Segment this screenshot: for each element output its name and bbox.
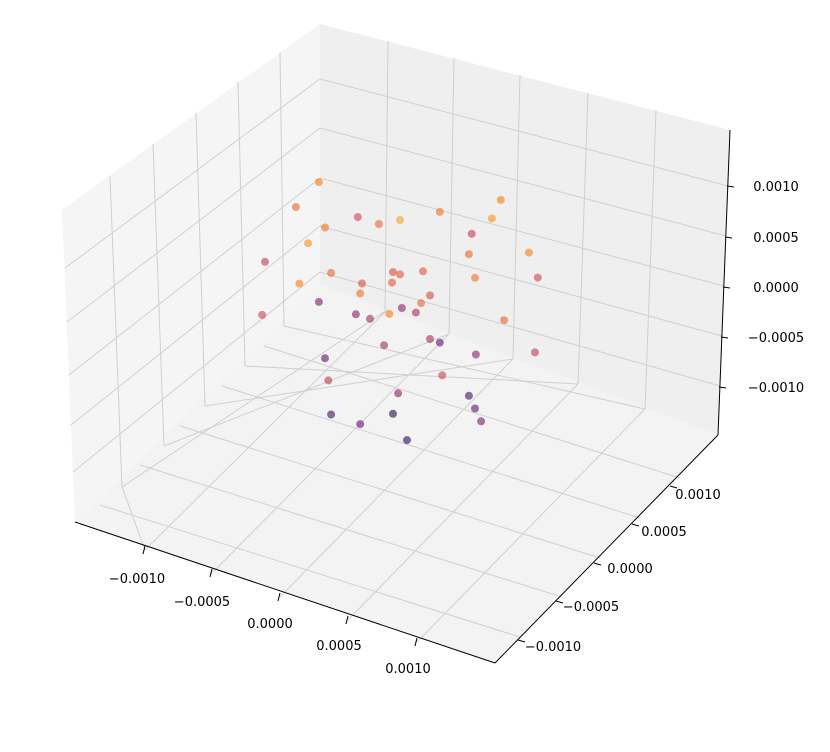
scatter-point <box>397 304 406 312</box>
y-tick-label: 0.0000 <box>607 562 653 577</box>
scatter-point <box>314 178 323 187</box>
scatter-point <box>389 409 397 418</box>
scatter-point <box>351 310 360 319</box>
z-axis-line <box>717 129 731 436</box>
scatter-point <box>258 310 267 319</box>
scatter-point <box>524 248 533 257</box>
scatter-point <box>471 273 479 282</box>
scatter-point <box>464 250 473 259</box>
scatter-point <box>471 404 479 413</box>
scatter-point <box>471 350 480 359</box>
scatter-point <box>380 341 389 350</box>
y-tick-label: −0.0010 <box>525 640 581 655</box>
scatter-point <box>366 314 374 323</box>
scatter-point <box>321 354 329 363</box>
y-tick-label: 0.0010 <box>675 488 721 503</box>
scatter-points <box>258 178 542 445</box>
y-tick-labels: −0.0010 −0.0005 0.0000 0.0005 0.0010 <box>525 488 721 655</box>
scatter-point <box>477 417 486 426</box>
scatter-point <box>388 278 396 287</box>
scatter-point <box>389 268 397 277</box>
y-axis-line <box>494 434 719 664</box>
scatter-point <box>435 207 444 216</box>
scatter-point <box>438 371 447 380</box>
x-tick-label: 0.0010 <box>385 662 431 677</box>
scatter-point <box>356 420 365 429</box>
scatter-point <box>321 223 329 232</box>
x-axis-line <box>74 521 496 664</box>
x-tick-label: 0.0005 <box>316 639 362 654</box>
z-tick-label: 0.0000 <box>753 281 799 296</box>
scatter-point <box>496 195 505 204</box>
scatter-point <box>324 376 333 385</box>
z-tick-label: −0.0010 <box>748 381 804 396</box>
scatter-point <box>419 267 427 276</box>
x-tick-label: −0.0010 <box>109 572 165 587</box>
axis-lines <box>74 129 731 664</box>
x-tick-label: −0.0005 <box>174 595 230 610</box>
scatter-point <box>531 348 539 357</box>
scatter-point <box>533 273 542 282</box>
z-tick-label: 0.0010 <box>753 180 799 195</box>
scatter-point <box>374 220 383 228</box>
scatter-point <box>327 410 336 419</box>
scatter-point <box>487 214 496 223</box>
scatter-point <box>500 316 509 325</box>
scatter-point <box>295 279 304 288</box>
scatter-point <box>435 338 444 347</box>
x-tick-labels: −0.0010 −0.0005 0.0000 0.0005 0.0010 <box>109 572 431 677</box>
axis-ticks <box>142 185 735 647</box>
scatter-point <box>467 229 476 238</box>
scatter-point <box>411 308 420 317</box>
scatter-point <box>261 257 269 266</box>
scatter-point <box>426 335 434 343</box>
scatter-point <box>403 436 411 445</box>
scatter-point <box>291 203 300 211</box>
scatter-point <box>417 299 426 308</box>
scatter-point <box>353 213 362 222</box>
y-tick-label: 0.0005 <box>641 525 687 540</box>
y-tick-label: −0.0005 <box>563 600 619 615</box>
floor-pane <box>75 285 718 663</box>
scatter-point <box>304 239 313 248</box>
scatter-point <box>426 291 434 300</box>
scatter-point <box>464 391 473 400</box>
scatter-point <box>356 289 365 298</box>
left-back-pane <box>62 24 320 522</box>
z-tick-label: 0.0005 <box>753 231 799 246</box>
z-tick-label: −0.0005 <box>748 331 804 346</box>
axes-panes <box>62 24 730 663</box>
scatter-point <box>394 389 403 398</box>
scatter-point <box>327 268 336 277</box>
grid-lines <box>64 40 729 643</box>
scatter-point <box>314 297 323 306</box>
scatter-point <box>358 279 366 288</box>
x-tick-label: 0.0000 <box>247 617 293 632</box>
scatter-point <box>396 216 404 224</box>
right-back-pane <box>320 24 730 435</box>
z-tick-labels: −0.0010 −0.0005 0.0000 0.0005 0.0010 <box>748 180 804 396</box>
scatter-point <box>385 309 394 318</box>
scatter-point <box>396 270 404 279</box>
